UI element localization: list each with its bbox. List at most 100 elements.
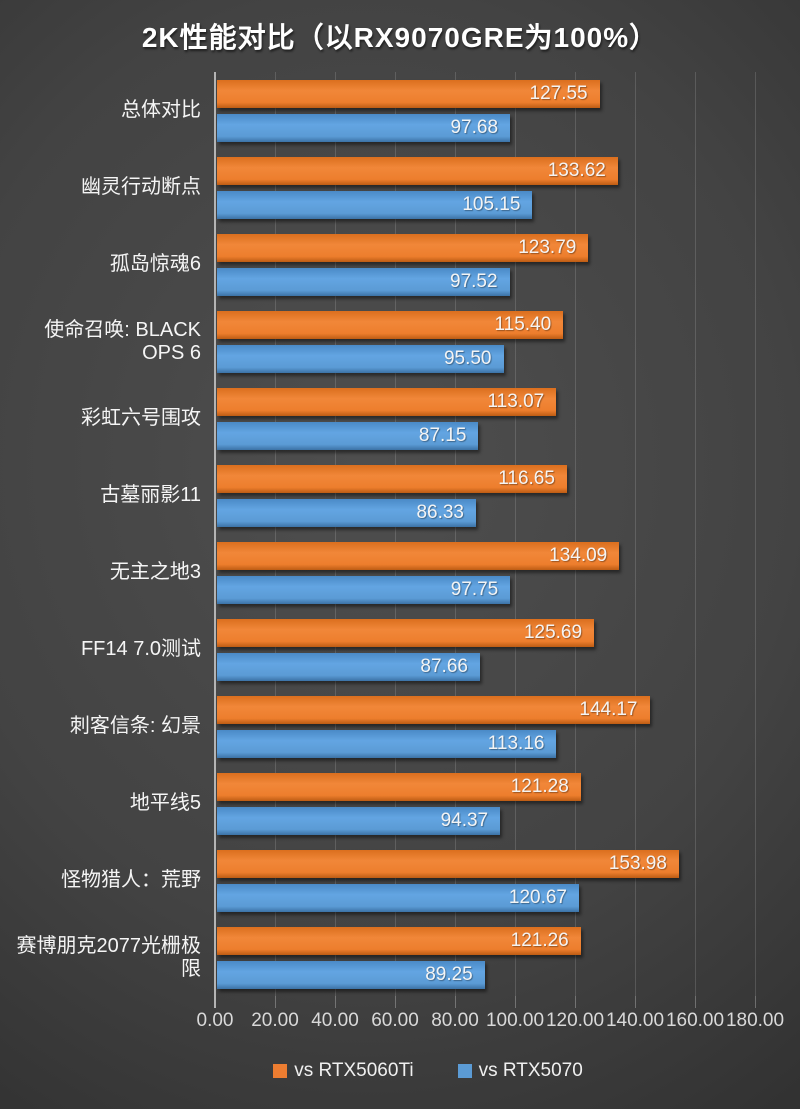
legend-label-rtx5060ti: vs RTX5060Ti xyxy=(294,1060,414,1081)
bar-vs-rtx5070: 97.68 xyxy=(217,113,511,142)
bar-pair: 125.69 87.66 xyxy=(215,611,763,688)
bar-value-label: 121.28 xyxy=(510,775,569,797)
legend-label-rtx5070: vs RTX5070 xyxy=(478,1060,583,1081)
bar-pair: 116.65 86.33 xyxy=(215,457,763,534)
bar-value-label: 87.15 xyxy=(418,424,467,446)
category-group: FF14 7.0测试 125.69 87.66 xyxy=(0,611,763,688)
bar-value-label: 120.67 xyxy=(508,886,567,908)
x-tick-label: 80.00 xyxy=(431,1010,479,1031)
bar-pair: 133.62 105.15 xyxy=(215,149,763,226)
bar-vs-rtx5070: 86.33 xyxy=(217,498,476,527)
gridline xyxy=(335,72,336,996)
x-axis-tick xyxy=(335,996,336,1008)
x-tick-label: 160.00 xyxy=(665,1010,725,1031)
legend-swatch-rtx5060ti-icon xyxy=(273,1064,288,1078)
category-label: 刺客信条: 幻景 xyxy=(69,715,201,737)
category-label: 幽灵行动断点 xyxy=(81,176,201,198)
bar-vs-rtx5070: 87.15 xyxy=(217,421,479,450)
bar-value-label: 113.16 xyxy=(487,732,545,754)
bar-value-label: 97.52 xyxy=(450,270,498,292)
category-group: 古墓丽影11 116.65 86.33 xyxy=(0,457,763,534)
bar-value-label: 86.33 xyxy=(416,501,464,523)
legend-item-rtx5070: vs RTX5070 xyxy=(457,1060,583,1082)
bar-value-label: 94.37 xyxy=(440,809,489,831)
legend-item-rtx5060ti: vs RTX5060Ti xyxy=(273,1060,414,1082)
category-label: 彩虹六号围攻 xyxy=(81,407,201,429)
x-axis-tick xyxy=(575,996,576,1008)
y-axis-line xyxy=(214,72,216,996)
bar-value-label: 116.65 xyxy=(498,467,555,489)
x-tick-label: 60.00 xyxy=(371,1010,419,1031)
legend: vs RTX5060Ti vs RTX5070 xyxy=(28,1060,800,1082)
x-axis-tick xyxy=(275,996,276,1008)
bar-value-label: 125.69 xyxy=(523,621,583,643)
bar-pair: 134.09 97.75 xyxy=(215,534,763,611)
bar-vs-rtx5070: 97.52 xyxy=(217,267,510,296)
gridline xyxy=(395,72,396,996)
bar-vs-rtx5070: 97.75 xyxy=(217,575,511,604)
category-group: 彩虹六号围攻 113.07 87.15 xyxy=(0,380,763,457)
category-label: 地平线5 xyxy=(129,792,201,814)
bar-vs-rtx5070: 89.25 xyxy=(217,960,485,989)
category-group: 怪物猎人：荒野 153.98 120.67 xyxy=(0,842,763,919)
gridlines-layer xyxy=(214,72,763,1008)
bar-value-label: 95.50 xyxy=(443,347,492,369)
plot-area: 总体对比 127.55 97.68 幽灵行动断点 133.62 105.15 孤… xyxy=(0,72,800,1008)
category-label: 怪物猎人：荒野 xyxy=(61,869,201,891)
category-group: 无主之地3 134.09 97.75 xyxy=(0,534,763,611)
bar-pair: 123.79 97.52 xyxy=(215,226,763,303)
x-axis: 0.00 20.00 40.00 60.00 80.00 100.00 120.00 140.… xyxy=(197,1010,785,1042)
bar-vs-rtx5070: 87.66 xyxy=(217,652,480,681)
bar-value-label: 97.68 xyxy=(450,116,499,138)
x-tick-label: 120.00 xyxy=(545,1010,605,1031)
bar-pair: 121.26 89.25 xyxy=(215,919,763,996)
x-tick-label: 0.00 xyxy=(196,1010,234,1031)
bar-value-label: 97.75 xyxy=(450,578,499,600)
bar-value-label: 89.25 xyxy=(425,963,473,985)
bar-vs-rtx5060ti: 123.79 xyxy=(217,233,589,262)
bar-pair: 153.98 120.67 xyxy=(215,842,763,919)
category-label: 无主之地3 xyxy=(109,561,201,583)
gridline xyxy=(755,72,756,996)
category-group: 总体对比 127.55 97.68 xyxy=(0,72,763,149)
chart-title: 2K性能对比（以RX9070GRE为100%） xyxy=(141,22,659,53)
x-axis-tick xyxy=(395,996,396,1008)
bar-value-label: 153.98 xyxy=(608,852,667,874)
bar-vs-rtx5060ti: 125.69 xyxy=(217,618,595,647)
bar-value-label: 105.15 xyxy=(462,193,521,215)
bar-pair: 113.07 87.15 xyxy=(215,380,763,457)
bar-pair: 121.28 94.37 xyxy=(215,765,763,842)
category-group: 赛博朋克2077光栅极限 121.26 89.25 xyxy=(0,919,763,996)
bar-vs-rtx5070: 94.37 xyxy=(217,806,501,835)
x-axis-tick xyxy=(695,996,696,1008)
x-axis-tick xyxy=(755,996,756,1008)
bar-vs-rtx5060ti: 121.26 xyxy=(217,926,581,955)
bar-value-label: 121.26 xyxy=(510,929,569,951)
gridline xyxy=(575,72,576,996)
bar-vs-rtx5060ti: 134.09 xyxy=(217,541,620,570)
category-label: 总体对比 xyxy=(121,99,201,121)
bar-value-label: 134.09 xyxy=(549,544,608,566)
bar-pair: 115.40 95.50 xyxy=(215,303,763,380)
bar-vs-rtx5060ti: 116.65 xyxy=(217,464,567,493)
bar-value-label: 123.79 xyxy=(518,236,577,258)
x-axis-tick xyxy=(455,996,456,1008)
bar-vs-rtx5060ti: 115.40 xyxy=(217,310,564,339)
bar-vs-rtx5060ti: 127.55 xyxy=(217,79,600,108)
category-label: 使命召唤: BLACK OPS 6 xyxy=(44,318,201,364)
gridline xyxy=(695,72,696,996)
bar-value-label: 87.66 xyxy=(420,655,468,677)
bar-vs-rtx5070: 113.16 xyxy=(217,729,557,758)
category-group: 地平线5 121.28 94.37 xyxy=(0,765,763,842)
x-axis-tick xyxy=(515,996,516,1008)
x-tick-label: 180.00 xyxy=(725,1010,785,1031)
bar-vs-rtx5060ti: 153.98 xyxy=(217,849,679,878)
bar-value-label: 127.55 xyxy=(529,82,588,104)
gridline xyxy=(635,72,636,996)
performance-bar-chart: 2K性能对比（以RX9070GRE为100%） 总体对比 127.55 97.6… xyxy=(0,22,800,1082)
bar-pair: 127.55 97.68 xyxy=(215,72,763,149)
x-axis-tick xyxy=(635,996,636,1008)
category-label: 孤岛惊魂6 xyxy=(109,253,201,275)
category-label: 赛博朋克2077光栅极限 xyxy=(16,934,202,980)
x-tick-label: 40.00 xyxy=(311,1010,359,1031)
